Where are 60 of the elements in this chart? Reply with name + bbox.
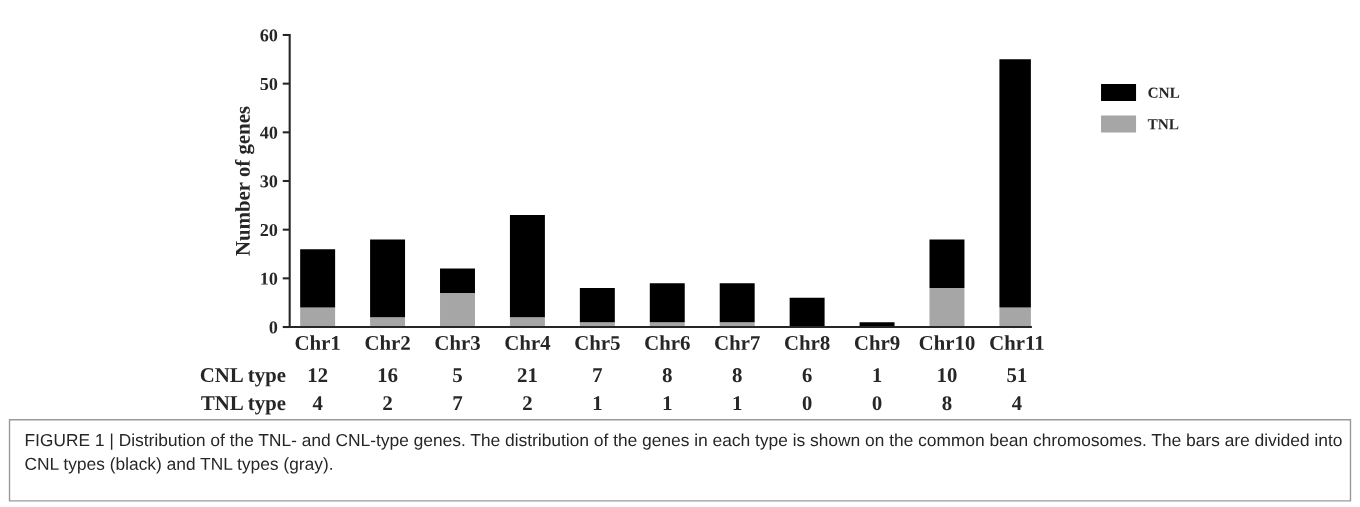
x-tick-label: Chr9 — [854, 335, 900, 351]
bar — [929, 288, 965, 328]
x-tick-label: Chr4 — [505, 335, 551, 351]
y-tick-label: 60 — [260, 29, 278, 42]
data-label: 8 — [942, 396, 952, 411]
data-label: 1 — [733, 396, 742, 410]
data-label: 0 — [872, 396, 882, 411]
text: CNL type — [200, 368, 286, 387]
data-label: 6 — [802, 368, 812, 383]
x-tick-label: Chr7 — [715, 335, 760, 351]
bar — [789, 297, 825, 328]
data-label: 1 — [873, 368, 882, 382]
bar — [509, 215, 545, 318]
data-label: 2 — [523, 396, 532, 410]
data-label: 10 — [938, 368, 957, 383]
data-label: 1 — [593, 396, 602, 410]
data-label: 4 — [1011, 396, 1022, 410]
data-label: 5 — [453, 368, 462, 383]
bar — [370, 317, 406, 328]
data-label: 51 — [1007, 368, 1027, 383]
y-tick-label: 40 — [260, 126, 278, 139]
bar — [649, 283, 685, 323]
data-label: 12 — [308, 368, 328, 382]
bar — [440, 268, 475, 293]
data-label: 4 — [312, 396, 323, 410]
y-tick-label: 0 — [269, 321, 278, 334]
text: TNL type — [201, 396, 286, 415]
x-tick-label: Chr10 — [919, 335, 975, 351]
bar — [300, 307, 336, 328]
data-label: 7 — [593, 368, 603, 382]
data-label: 1 — [663, 396, 672, 410]
bar — [719, 283, 755, 323]
bar — [440, 292, 475, 328]
caption: FIGURE 1 | Distribution of the TNL- and CNL-type genes. The distribution of the genes in each type is shown on the common bean chromosomes. The bars are divided into CNL types (black) and TNL types (gray). — [25, 433, 1342, 474]
data-label: 7 — [453, 396, 463, 410]
x-tick-label: Chr8 — [784, 335, 830, 351]
data-label: 8 — [662, 368, 672, 383]
y-tick-label: 50 — [260, 77, 278, 91]
x-tick-label: Chr11 — [990, 335, 1044, 351]
bar — [370, 239, 406, 318]
data-label: 8 — [732, 368, 742, 383]
x-tick-label: Chr5 — [575, 335, 620, 351]
data-label: 2 — [383, 396, 392, 410]
bar — [300, 249, 336, 308]
x-tick-label: Chr3 — [435, 335, 480, 351]
legend-label: CNL — [1148, 87, 1180, 98]
data-label: 0 — [802, 396, 812, 411]
data-label: 16 — [378, 368, 398, 383]
x-tick-label: Chr1 — [295, 335, 340, 351]
bar — [579, 288, 615, 323]
x-tick-label: Chr2 — [365, 335, 410, 351]
y-tick-label: 10 — [261, 272, 278, 285]
bar — [509, 317, 545, 328]
legend-label: TNL — [1147, 119, 1179, 130]
data-label: 21 — [517, 368, 537, 382]
x-tick-label: Chr6 — [645, 335, 690, 351]
y-tick-label: 30 — [260, 175, 278, 188]
y-tick-label: 20 — [260, 223, 278, 237]
y-axis-title: Number of genes — [235, 106, 255, 256]
bar — [929, 239, 965, 289]
